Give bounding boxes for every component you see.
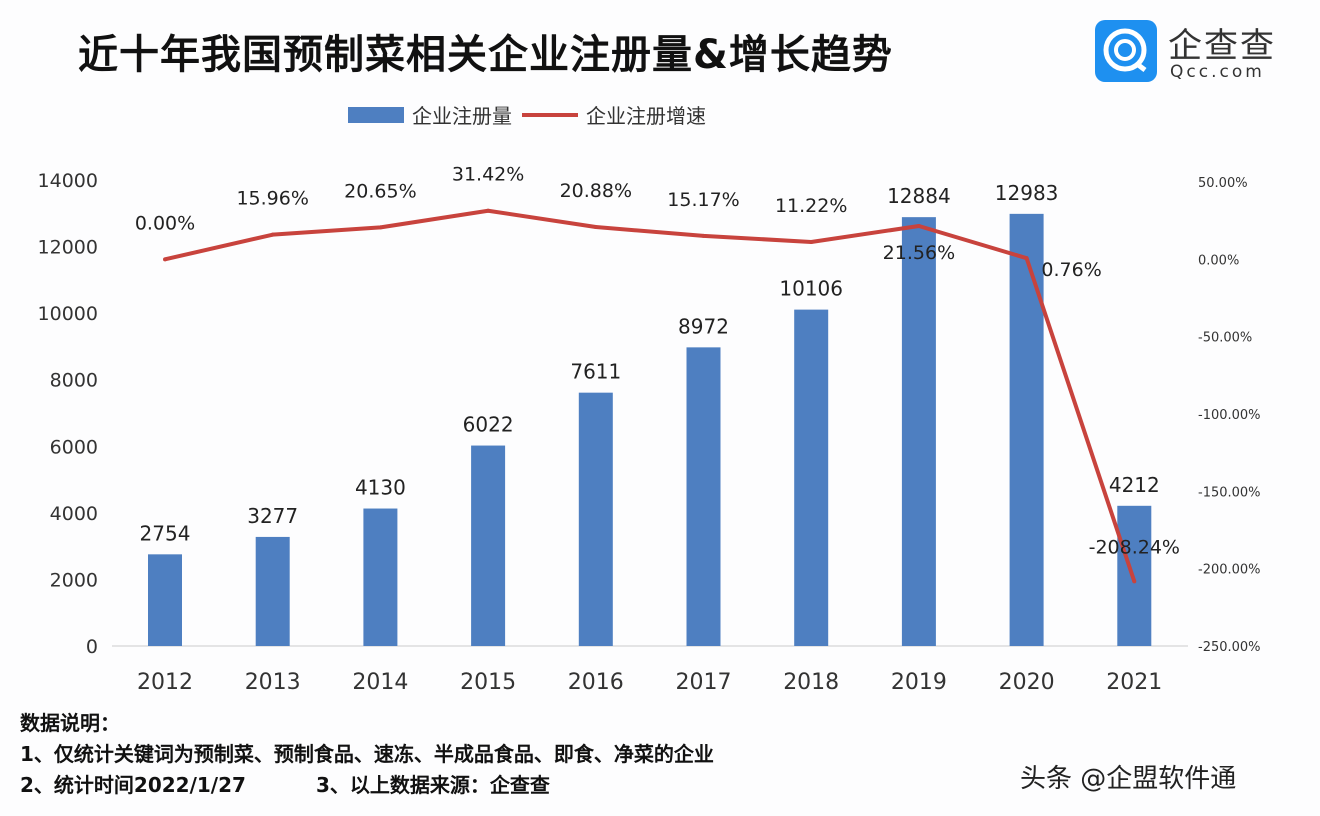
bar: [578, 392, 613, 646]
notes-line-3: 3、以上数据来源：企查查: [315, 773, 550, 797]
x-tick-label: 2019: [891, 670, 947, 695]
bar-data-label: 4130: [355, 476, 406, 500]
line-data-label: 0.76%: [1041, 259, 1101, 281]
y-right-tick: 0.00%: [1198, 253, 1239, 268]
y-right-tick: -150.00%: [1198, 485, 1261, 500]
bar-data-label: 12884: [887, 184, 951, 208]
line-data-label: 31.42%: [452, 164, 524, 186]
chart-title: 近十年我国预制菜相关企业注册量&增长趋势: [78, 32, 893, 78]
line-data-label: 15.17%: [667, 189, 739, 211]
line-point: [701, 233, 706, 238]
y-left-tick: 4000: [50, 503, 98, 525]
line-data-label: 11.22%: [775, 195, 847, 217]
y-left-tick: 12000: [38, 237, 98, 259]
notes-line-1: 1、仅统计关键词为预制菜、预制食品、速冻、半成品食品、即食、净菜的企业: [20, 742, 714, 766]
watermark: 头条 @企盟软件通: [1020, 764, 1237, 794]
bar: [1009, 213, 1044, 647]
bar: [901, 217, 936, 646]
bar: [471, 445, 506, 646]
y-right-tick: -100.00%: [1198, 408, 1261, 423]
notes-line-2: 2、统计时间2022/1/27: [20, 773, 246, 797]
x-tick-label: 2017: [676, 670, 732, 695]
x-tick-label: 2012: [137, 670, 193, 695]
bar: [363, 508, 398, 646]
line-point: [378, 225, 383, 230]
line-point: [163, 257, 167, 262]
line-data-label: 20.88%: [560, 180, 632, 202]
bar-data-label: 6022: [463, 413, 514, 437]
line-data-label: 21.56%: [883, 242, 955, 264]
qcc-logo-icon: [1095, 20, 1157, 82]
line-data-label: 0.00%: [135, 212, 195, 234]
line-data-label: 20.65%: [344, 180, 416, 202]
line-point: [1024, 256, 1029, 261]
legend-bar-label: 企业注册量: [412, 104, 512, 128]
x-tick-label: 2020: [999, 670, 1055, 695]
x-tick-label: 2014: [352, 670, 408, 695]
y-left-tick: 6000: [50, 436, 98, 458]
y-right-tick: -200.00%: [1198, 563, 1261, 578]
bar-data-label: 12983: [995, 181, 1059, 205]
bar: [148, 554, 182, 646]
x-tick-label: 2018: [783, 670, 839, 695]
bar-data-label: 8972: [678, 314, 729, 338]
line-point: [916, 223, 921, 228]
brand-domain: Qcc.com: [1170, 62, 1265, 82]
bar: [255, 536, 290, 646]
bar-data-label: 4212: [1109, 473, 1160, 497]
notes-heading: 数据说明：: [20, 711, 120, 735]
line-point: [593, 225, 598, 230]
bar-data-label: 3277: [247, 504, 298, 528]
line-point: [486, 208, 491, 213]
y-left-tick: 0: [86, 636, 98, 658]
bar-data-label: 10106: [779, 277, 843, 301]
x-tick-label: 2016: [568, 670, 624, 695]
bar: [794, 309, 829, 646]
line-data-label: 15.96%: [236, 188, 308, 210]
y-right-tick: -250.00%: [1198, 640, 1261, 655]
growth-line: [164, 208, 1137, 583]
y-left-tick: 14000: [38, 170, 98, 192]
line-data-label: -208.24%: [1089, 536, 1180, 558]
line-point: [809, 239, 814, 244]
brand-name: 企查查: [1168, 26, 1276, 66]
y-left-tick: 8000: [50, 370, 98, 392]
x-tick-label: 2015: [460, 670, 516, 695]
data-notes: 数据说明： 1、仅统计关键词为预制菜、预制食品、速冻、半成品食品、即食、净菜的企…: [20, 708, 714, 801]
bar-data-label: 2754: [140, 521, 191, 545]
line-point: [270, 232, 275, 237]
x-tick-label: 2021: [1106, 670, 1162, 695]
y-left-tick: 10000: [38, 303, 98, 325]
legend: 企业注册量 企业注册增速: [348, 100, 706, 129]
y-left-tick: 2000: [50, 569, 98, 591]
x-tick-label: 2013: [245, 670, 301, 695]
bar: [686, 347, 721, 646]
y-right-tick: -50.00%: [1198, 331, 1252, 346]
y-right-tick: 50.00%: [1198, 176, 1248, 191]
legend-bar-swatch: [348, 106, 404, 123]
bar-data-label: 7611: [570, 360, 621, 384]
line-point: [1132, 579, 1137, 584]
legend-line-swatch: [522, 112, 578, 117]
legend-line-label: 企业注册增速: [586, 104, 706, 128]
